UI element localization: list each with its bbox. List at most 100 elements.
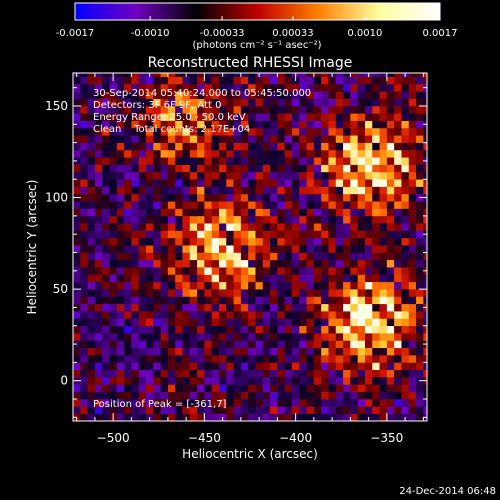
heatmap-cell [270, 245, 278, 253]
heatmap-cell [313, 399, 322, 407]
heatmap-cell [218, 245, 227, 253]
heatmap-cell [416, 369, 424, 378]
heatmap-cell [80, 406, 88, 414]
heatmap-cell [94, 105, 103, 114]
heatmap-cell [328, 274, 337, 283]
heatmap-cell [394, 105, 402, 114]
heatmap-cell [109, 333, 118, 341]
heatmap-cell [379, 406, 388, 414]
heatmap-cell [116, 296, 125, 305]
heatmap-cell [233, 142, 242, 151]
heatmap-cell [138, 127, 147, 136]
heatmap-cell [372, 186, 380, 195]
heatmap-cell [248, 149, 256, 158]
heatmap-cell [109, 179, 118, 187]
heatmap-cell [226, 164, 234, 173]
heatmap-cell [182, 281, 191, 290]
heatmap-cell [160, 384, 169, 392]
heatmap-cell [73, 142, 81, 151]
heatmap-cell [211, 311, 220, 319]
heatmap-cell [364, 318, 373, 327]
heatmap-cell [124, 208, 132, 217]
heatmap-cell [138, 105, 147, 114]
heatmap-cell [408, 391, 417, 400]
heatmap-cell [408, 347, 417, 356]
heatmap-cell [153, 76, 161, 85]
heatmap-cell [357, 105, 366, 114]
heatmap-cell [306, 391, 315, 400]
heatmap-cell [80, 303, 88, 312]
heatmap-cell [291, 91, 300, 99]
heatmap-cell [386, 105, 395, 114]
heatmap-cell [218, 230, 227, 239]
heatmap-cell [255, 391, 264, 400]
heatmap-cell [408, 179, 417, 187]
heatmap-cell [416, 215, 424, 224]
heatmap-cell [335, 325, 344, 334]
heatmap-cell [94, 91, 103, 99]
heatmap-cell [401, 289, 410, 297]
heatmap-cell [299, 186, 307, 195]
heatmap-cell [357, 171, 366, 180]
heatmap-cell [255, 230, 264, 239]
heatmap-cells [73, 73, 427, 421]
heatmap-cell [335, 149, 344, 158]
heatmap-cell [394, 142, 402, 151]
heatmap-cell [379, 208, 388, 217]
heatmap-cell [116, 193, 125, 202]
heatmap-cell [291, 325, 300, 334]
heatmap-cell [321, 384, 329, 392]
heatmap-cell [248, 252, 256, 261]
heatmap-cell [423, 318, 427, 327]
heatmap-cell [197, 289, 205, 297]
heatmap-cell [291, 311, 300, 319]
heatmap-cell [401, 369, 410, 378]
heatmap-cell [153, 413, 161, 421]
heatmap-cell [416, 186, 424, 195]
heatmap-cell [379, 267, 388, 275]
heatmap-cell [182, 406, 191, 414]
heatmap-cell [350, 333, 358, 341]
heatmap-cell [145, 318, 154, 327]
heatmap-cell [328, 135, 337, 143]
heatmap-cell [189, 127, 198, 136]
heatmap-cell [131, 157, 139, 165]
heatmap-cell [73, 355, 81, 363]
heatmap-cell [357, 296, 366, 305]
heatmap-cell [73, 179, 81, 187]
heatmap-cell [423, 333, 427, 341]
heatmap-cell [277, 105, 285, 114]
annotation-time-range: 30-Sep-2014 05:40:24.000 to 05:45:50.000 [93, 88, 311, 99]
heatmap-cell [299, 340, 307, 349]
heatmap-cell [408, 201, 417, 209]
heatmap-cell [255, 223, 264, 231]
heatmap-cell [291, 267, 300, 275]
heatmap-cell [335, 369, 344, 378]
heatmap-cell [328, 303, 337, 312]
heatmap-cell [284, 105, 293, 114]
heatmap-cell [73, 289, 81, 297]
heatmap-cell [401, 113, 410, 121]
heatmap-cell [401, 105, 410, 114]
heatmap-cell [240, 296, 249, 305]
heatmap-cell [145, 391, 154, 400]
heatmap-cell [328, 105, 337, 114]
heatmap-cell [284, 333, 293, 341]
heatmap-cell [350, 281, 358, 290]
heatmap-cell [138, 289, 147, 297]
heatmap-cell [364, 347, 373, 356]
heatmap-cell [240, 274, 249, 283]
heatmap-cell [262, 362, 271, 371]
heatmap-cell [167, 237, 176, 246]
heatmap-cell [131, 149, 139, 158]
heatmap-cell [226, 76, 234, 85]
heatmap-cell [255, 303, 264, 312]
heatmap-cell [394, 311, 402, 319]
heatmap-cell [321, 91, 329, 99]
heatmap-cell [364, 340, 373, 349]
heatmap-cell [94, 384, 103, 392]
heatmap-cell [131, 120, 139, 129]
heatmap-cell [423, 274, 427, 283]
heatmap-cell [204, 340, 212, 349]
heatmap-cell [109, 347, 118, 356]
